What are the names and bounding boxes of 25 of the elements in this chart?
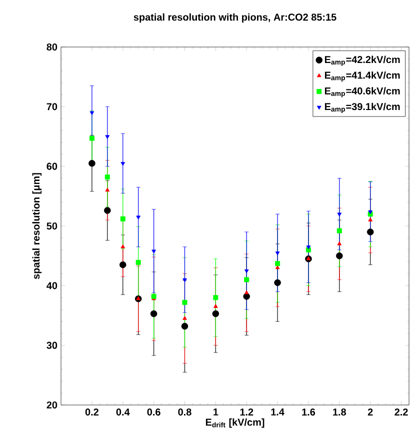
x-tick-label: 0.2 (85, 408, 98, 416)
y-tick-label: 20 (46, 401, 58, 409)
x-tick-label: 1.4 (271, 408, 284, 416)
x-tick-label: 2 (368, 408, 373, 416)
x-tick-label: 0.4 (116, 408, 130, 416)
legend-label: E$_{amp}$=40.6kV/cm (324, 87, 400, 98)
y-tick-label: 50 (46, 222, 58, 230)
x-tick-label: 0.8 (178, 408, 192, 416)
x-tick-label: 1.8 (333, 408, 346, 416)
x-tick-label: 1.2 (240, 408, 254, 416)
y-tick-label: 70 (46, 103, 58, 110)
legend-label: E$_{amp}$=41.4kV/cm (324, 71, 400, 82)
legend-label: E$_{amp}$=39.1kV/cm (324, 102, 400, 113)
legend-label: E$_{amp}$=42.2kV/cm (324, 56, 400, 66)
chart-title: spatial resolution with pions, Ar:CO2 85:15 (134, 13, 336, 23)
x-tick-label: 2.2 (394, 408, 408, 416)
x-tick-label: 1 (214, 408, 218, 416)
x-axis-title: E$_{drift}$ [kV/cm] (206, 418, 264, 428)
x-tick-label: 0.6 (147, 408, 160, 416)
y-tick-label: 30 (46, 342, 58, 349)
y-axis-title: spatial resolution [μm] (32, 173, 42, 280)
y-tick-label: 40 (46, 282, 58, 290)
x-tick-label: 1.6 (302, 408, 316, 416)
y-tick-label: 80 (46, 43, 58, 51)
y-tick-label: 60 (46, 162, 58, 170)
